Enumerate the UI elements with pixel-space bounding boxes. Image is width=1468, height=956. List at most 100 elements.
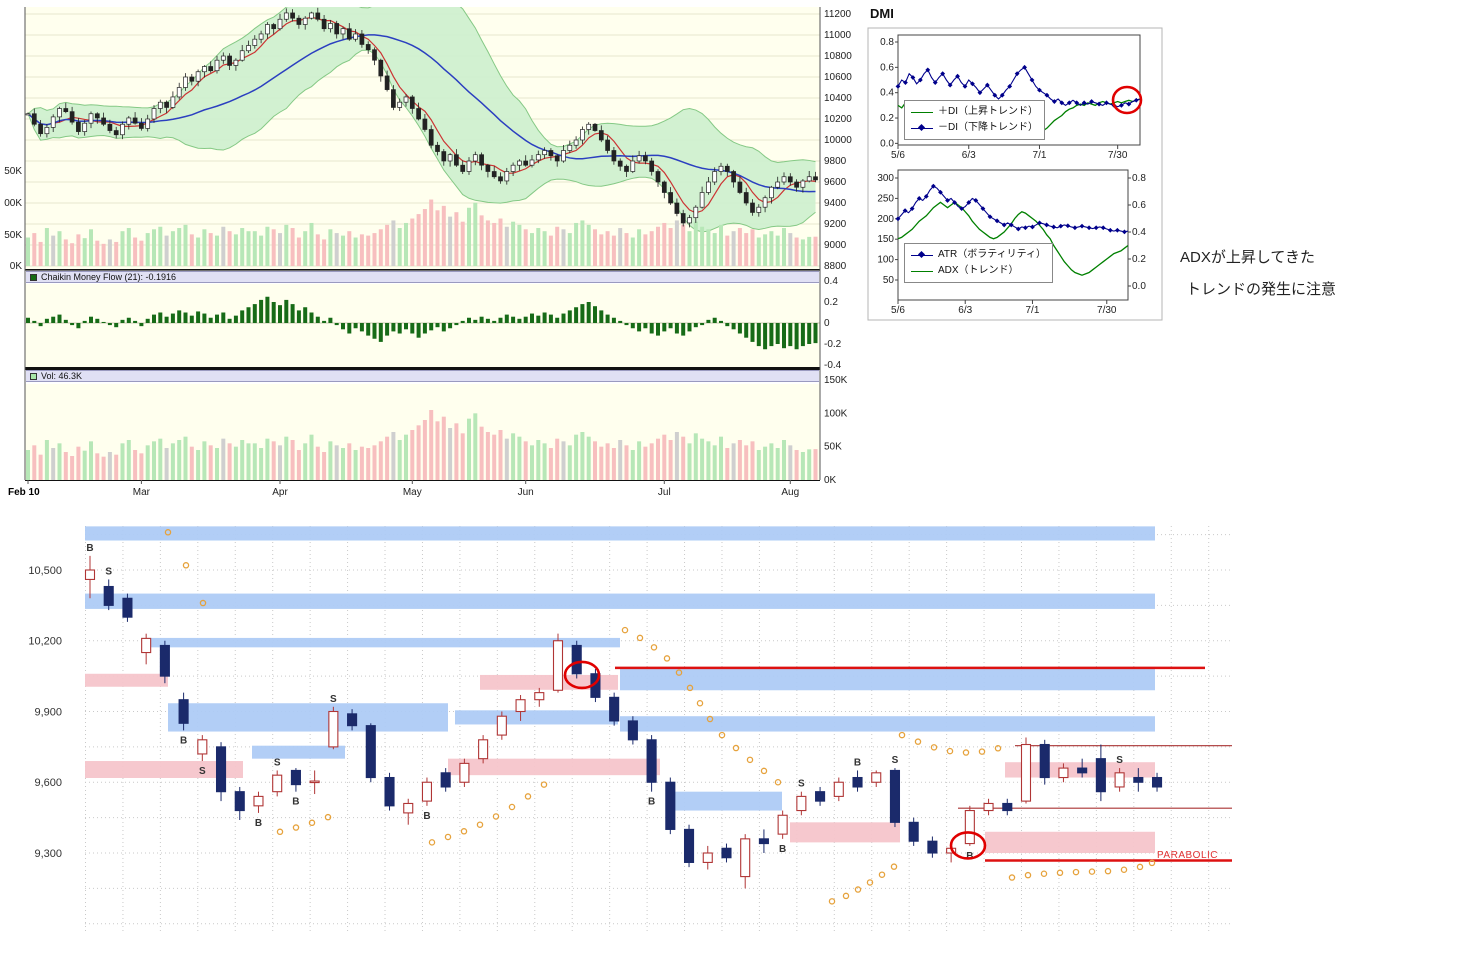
svg-text:0: 0 <box>824 318 830 329</box>
svg-text:S: S <box>1116 755 1123 766</box>
svg-text:7/30: 7/30 <box>1097 305 1117 316</box>
svg-text:0.2: 0.2 <box>1132 254 1146 265</box>
chaikin-label: Chaikin Money Flow (21): -0.1916 <box>41 272 177 282</box>
svg-text:250: 250 <box>877 193 894 204</box>
dmi-legend: ＋DI（上昇トレンド） －DI（下降トレンド） <box>904 100 1045 140</box>
adx-line-icon <box>911 270 933 272</box>
svg-text:S: S <box>199 766 206 777</box>
svg-text:7/30: 7/30 <box>1108 150 1128 161</box>
svg-text:S: S <box>798 779 805 790</box>
svg-text:9,900: 9,900 <box>34 706 62 718</box>
svg-text:0.0: 0.0 <box>880 138 894 149</box>
volume-header: Vol: 46.3K <box>26 370 819 382</box>
svg-text:100K: 100K <box>824 408 848 419</box>
svg-text:100: 100 <box>877 255 894 266</box>
svg-text:300: 300 <box>877 173 894 184</box>
svg-text:B: B <box>255 818 262 829</box>
volume-label: Vol: 46.3K <box>41 371 83 381</box>
chaikin-swatch-icon <box>30 273 37 281</box>
dmi-title: DMI <box>870 6 894 21</box>
svg-text:11200: 11200 <box>824 9 852 20</box>
svg-text:B: B <box>966 851 973 862</box>
svg-text:10000: 10000 <box>824 135 852 146</box>
svg-text:6/3: 6/3 <box>958 305 972 316</box>
svg-text:50: 50 <box>883 275 895 286</box>
parabolic-label: PARABOLIC <box>1157 850 1218 861</box>
svg-text:0.0: 0.0 <box>1132 281 1146 292</box>
svg-text:0.8: 0.8 <box>880 37 894 48</box>
plus-di-line-icon <box>911 111 933 113</box>
svg-text:0.4: 0.4 <box>824 276 838 287</box>
svg-text:150: 150 <box>877 234 894 245</box>
svg-text:10,500: 10,500 <box>28 565 62 577</box>
svg-text:9600: 9600 <box>824 177 847 188</box>
svg-text:S: S <box>105 566 112 577</box>
svg-text:10600: 10600 <box>824 72 852 83</box>
minus-di-label: －DI（下降トレンド） <box>938 122 1038 133</box>
trend-warning-note: トレンドの発生に注意 <box>1186 281 1337 298</box>
svg-text:9000: 9000 <box>824 240 847 251</box>
svg-text:00K: 00K <box>4 198 22 209</box>
svg-text:B: B <box>180 735 187 746</box>
svg-text:Mar: Mar <box>133 487 151 498</box>
svg-text:10800: 10800 <box>824 51 852 62</box>
svg-text:8800: 8800 <box>824 261 847 272</box>
svg-text:0.6: 0.6 <box>1132 200 1146 211</box>
svg-text:50K: 50K <box>4 230 22 241</box>
svg-text:B: B <box>648 797 655 808</box>
svg-text:May: May <box>403 487 422 498</box>
adx-rising-note: ADXが上昇してきた <box>1180 249 1315 266</box>
svg-text:0.6: 0.6 <box>880 62 894 73</box>
svg-text:150K: 150K <box>824 375 848 386</box>
adx-legend-row: ADX（トレンド） <box>911 263 1046 279</box>
price-chart: 11200 11000 10800 10600 10400 10200 10000 9800 9… <box>4 7 852 498</box>
svg-text:-0.2: -0.2 <box>824 339 842 350</box>
svg-text:S: S <box>274 757 281 768</box>
svg-text:S: S <box>892 755 899 766</box>
svg-text:B: B <box>779 844 786 855</box>
plus-di-label: ＋DI（上昇トレンド） <box>938 106 1038 117</box>
svg-text:0K: 0K <box>824 475 837 486</box>
svg-text:0.8: 0.8 <box>1132 173 1146 184</box>
svg-text:9,300: 9,300 <box>34 848 62 860</box>
atr-legend-row: ATR（ボラティリティ） <box>911 247 1046 263</box>
svg-text:5/6: 5/6 <box>891 305 905 316</box>
svg-text:0.2: 0.2 <box>880 113 894 124</box>
svg-text:S: S <box>330 694 337 705</box>
minus-di-line-icon <box>911 123 933 132</box>
atr-adx-legend: ATR（ボラティリティ） ADX（トレンド） <box>904 243 1054 283</box>
svg-text:11000: 11000 <box>824 30 852 41</box>
svg-text:B: B <box>86 543 93 554</box>
svg-text:Feb 10: Feb 10 <box>8 487 40 498</box>
parabolic-chart: B S B S B S B S B B B S B S B S 10,500 10,200 9,900 9,600 9,… <box>28 526 1232 934</box>
dmi-legend-row-plus-di: ＋DI（上昇トレンド） <box>911 104 1038 120</box>
svg-text:10400: 10400 <box>824 93 852 104</box>
svg-text:9400: 9400 <box>824 198 847 209</box>
svg-text:0.4: 0.4 <box>880 88 894 99</box>
svg-text:6/3: 6/3 <box>962 150 976 161</box>
svg-text:7/1: 7/1 <box>1026 305 1040 316</box>
svg-text:9,600: 9,600 <box>34 777 62 789</box>
svg-text:0.4: 0.4 <box>1132 227 1146 238</box>
svg-text:9200: 9200 <box>824 219 847 230</box>
svg-text:50K: 50K <box>4 166 22 177</box>
atr-label: ATR（ボラティリティ） <box>938 249 1047 260</box>
svg-text:Aug: Aug <box>781 487 799 498</box>
svg-text:B: B <box>292 797 299 808</box>
svg-text:-0.4: -0.4 <box>824 360 842 371</box>
svg-text:B: B <box>423 811 430 822</box>
svg-text:200: 200 <box>877 214 894 225</box>
chaikin-header: Chaikin Money Flow (21): -0.1916 <box>26 271 819 283</box>
dmi-legend-row-minus-di: －DI（下降トレンド） <box>911 120 1038 136</box>
svg-text:Jul: Jul <box>658 487 671 498</box>
svg-text:0K: 0K <box>10 261 23 272</box>
svg-text:5/6: 5/6 <box>891 150 905 161</box>
adx-label: ADX（トレンド） <box>938 265 1019 276</box>
svg-text:7/1: 7/1 <box>1033 150 1047 161</box>
svg-text:10,200: 10,200 <box>28 636 62 648</box>
svg-text:Jun: Jun <box>518 487 534 498</box>
atr-line-icon <box>911 250 933 259</box>
svg-text:Apr: Apr <box>272 487 288 498</box>
